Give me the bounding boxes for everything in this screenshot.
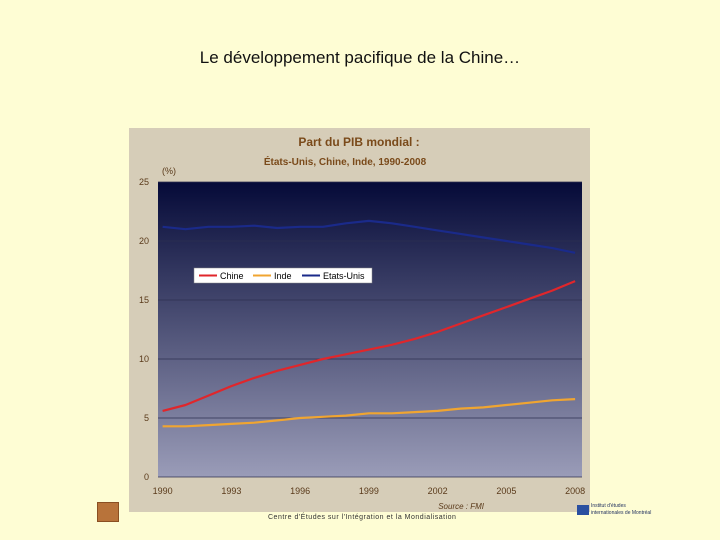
legend-label-etats-unis: Etats-Unis xyxy=(323,271,365,281)
series-line-chine xyxy=(162,280,576,412)
y-tick-label: 20 xyxy=(139,236,149,246)
legend-label-inde: Inde xyxy=(274,271,292,281)
chart-subtitle: États-Unis, Chine, Inde, 1990-2008 xyxy=(264,155,427,168)
footer-text: Centre d'Études sur l'Intégration et la … xyxy=(268,514,457,521)
series-line-etats-unis xyxy=(162,219,576,254)
y-axis: 0 5 10 15 20 25 xyxy=(139,177,149,482)
logo-line-1: Institut d'études xyxy=(591,503,626,509)
legend-label-chine: Chine xyxy=(220,271,244,281)
slide-title: Le développement pacifique de la Chine… xyxy=(199,48,521,67)
x-tick-label: 2005 xyxy=(496,486,516,496)
x-tick-label: 1996 xyxy=(290,486,310,496)
logo-mark xyxy=(577,505,589,515)
logo-line-2: internationales de Montréal xyxy=(591,510,652,516)
left-logo xyxy=(97,502,119,522)
y-tick-label: 10 xyxy=(139,354,149,364)
plot-area xyxy=(158,182,582,477)
grid-lines xyxy=(158,181,582,478)
legend: Chine Inde Etats-Unis xyxy=(193,267,373,284)
x-axis: 1990 1993 1996 1999 2002 2005 2008 xyxy=(153,486,586,496)
y-tick-label: 0 xyxy=(144,472,149,482)
y-tick-label: 15 xyxy=(139,295,149,305)
chart-frame: Part du PIB mondial : États-Unis, Chine,… xyxy=(129,128,590,512)
line-chart: Part du PIB mondial : États-Unis, Chine,… xyxy=(139,135,586,511)
x-tick-label: 1993 xyxy=(221,486,241,496)
x-tick-label: 2008 xyxy=(565,486,585,496)
x-tick-label: 1999 xyxy=(359,486,379,496)
series-line-inde xyxy=(162,398,576,428)
series-lines xyxy=(162,219,576,428)
chart-source: Source : FMI xyxy=(438,502,485,511)
institution-logo: Institut d'études internationales de Mon… xyxy=(577,503,697,519)
x-tick-label: 1990 xyxy=(153,486,173,496)
y-tick-label: 5 xyxy=(144,413,149,423)
chart-title: Part du PIB mondial : xyxy=(298,135,419,149)
y-tick-label: 25 xyxy=(139,177,149,187)
y-axis-unit: (%) xyxy=(162,166,176,176)
x-tick-label: 2002 xyxy=(428,486,448,496)
legend-box xyxy=(193,267,373,284)
